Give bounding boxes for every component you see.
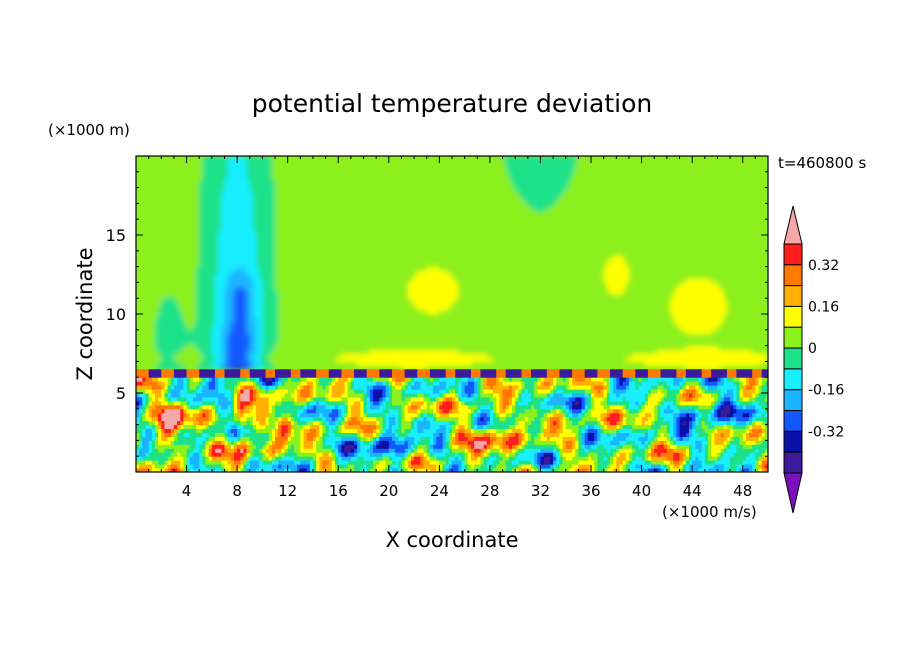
colorbar-label: -0.16	[808, 383, 844, 399]
contour-field	[136, 156, 768, 472]
x-tick-label: 48	[733, 482, 752, 500]
colorbar: -0.32 -0.16 0 0.16 0.32	[783, 205, 844, 514]
colorbar-swatch	[783, 285, 803, 307]
x-tick-label: 4	[182, 482, 192, 500]
x-axis: 4 8 12 16 20 24 28 32 36 40 44 48	[148, 156, 756, 500]
y-unit-label: (×1000 m)	[48, 121, 130, 139]
y-tick-label: 10	[106, 305, 126, 324]
colorbar-swatch	[783, 451, 803, 474]
x-unit-label: (×1000 m/s)	[662, 503, 757, 521]
colorbar-swatch	[783, 305, 803, 328]
y-tick-label: 15	[106, 226, 126, 245]
colorbar-extend-top	[783, 205, 803, 245]
y-axis: 5 10 15	[106, 171, 768, 457]
colorbar-swatch	[783, 243, 803, 266]
colorbar-swatch	[783, 368, 803, 391]
colorbar-swatch	[783, 430, 803, 453]
colorbar-swatch	[783, 410, 803, 432]
colorbar-label: 0.32	[808, 258, 839, 274]
x-tick-label: 12	[278, 482, 297, 500]
colorbar-extend-bottom	[783, 472, 803, 514]
colorbar-label: 0	[808, 341, 817, 357]
x-axis-title: X coordinate	[385, 528, 518, 552]
x-tick-label: 44	[683, 482, 702, 500]
colorbar-label: 0.16	[808, 299, 839, 315]
x-tick-label: 24	[430, 482, 449, 500]
colorbar-swatch	[783, 347, 803, 370]
colorbar-swatch	[783, 326, 803, 349]
chart-title: potential temperature deviation	[252, 89, 652, 118]
x-tick-label: 32	[531, 482, 550, 500]
colorbar-swatch	[783, 389, 803, 412]
y-axis-title: Z coordinate	[73, 247, 97, 380]
x-tick-label: 36	[581, 482, 600, 500]
x-tick-label: 28	[480, 482, 499, 500]
x-tick-label: 40	[632, 482, 651, 500]
y-tick-label: 5	[116, 384, 126, 403]
colorbar-swatch	[783, 264, 803, 287]
x-tick-label: 16	[329, 482, 348, 500]
x-tick-label: 8	[232, 482, 242, 500]
x-tick-label: 20	[379, 482, 398, 500]
colorbar-label: -0.32	[808, 424, 844, 440]
time-label: t=460800 s	[778, 154, 866, 172]
